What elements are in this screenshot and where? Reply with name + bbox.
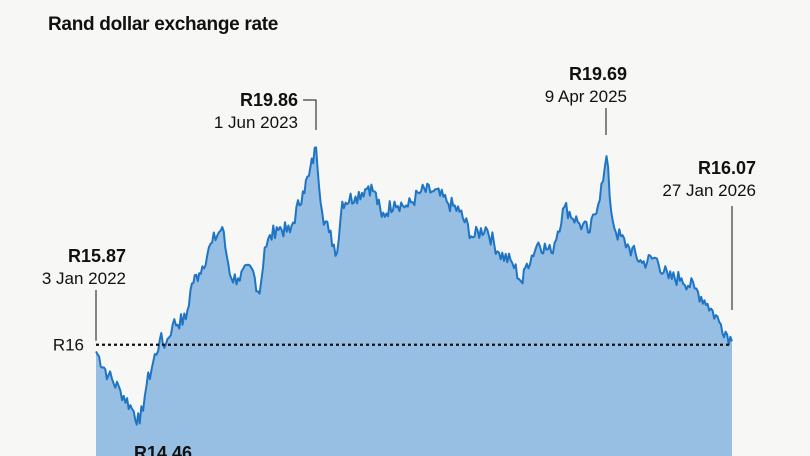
chart-title: Rand dollar exchange rate — [48, 14, 279, 35]
series-line — [95, 146, 733, 426]
annotation-leader-line — [303, 99, 317, 130]
annotation-value-label: R19.69 — [569, 64, 627, 84]
annotation-date-label: 3 Jan 2022 — [42, 269, 126, 288]
annotation-date-label: 27 Jan 2026 — [662, 181, 756, 200]
annotation-value-label: R15.87 — [68, 246, 126, 266]
annotation-date-label: 1 Jun 2023 — [214, 113, 298, 132]
series-area-fill — [96, 147, 732, 456]
annotation-date-label: 9 Apr 2025 — [545, 87, 627, 106]
reference-line-label: R16 — [53, 336, 84, 355]
annotations-group: R15.87 3 Jan 2022 R14.46 R19.86 1 Jun 2023 R1… — [42, 64, 756, 456]
annotation-value-label: R16.07 — [698, 158, 756, 178]
annotation-value-label: R14.46 — [134, 443, 192, 456]
annotation-value-label: R19.86 — [240, 90, 298, 110]
